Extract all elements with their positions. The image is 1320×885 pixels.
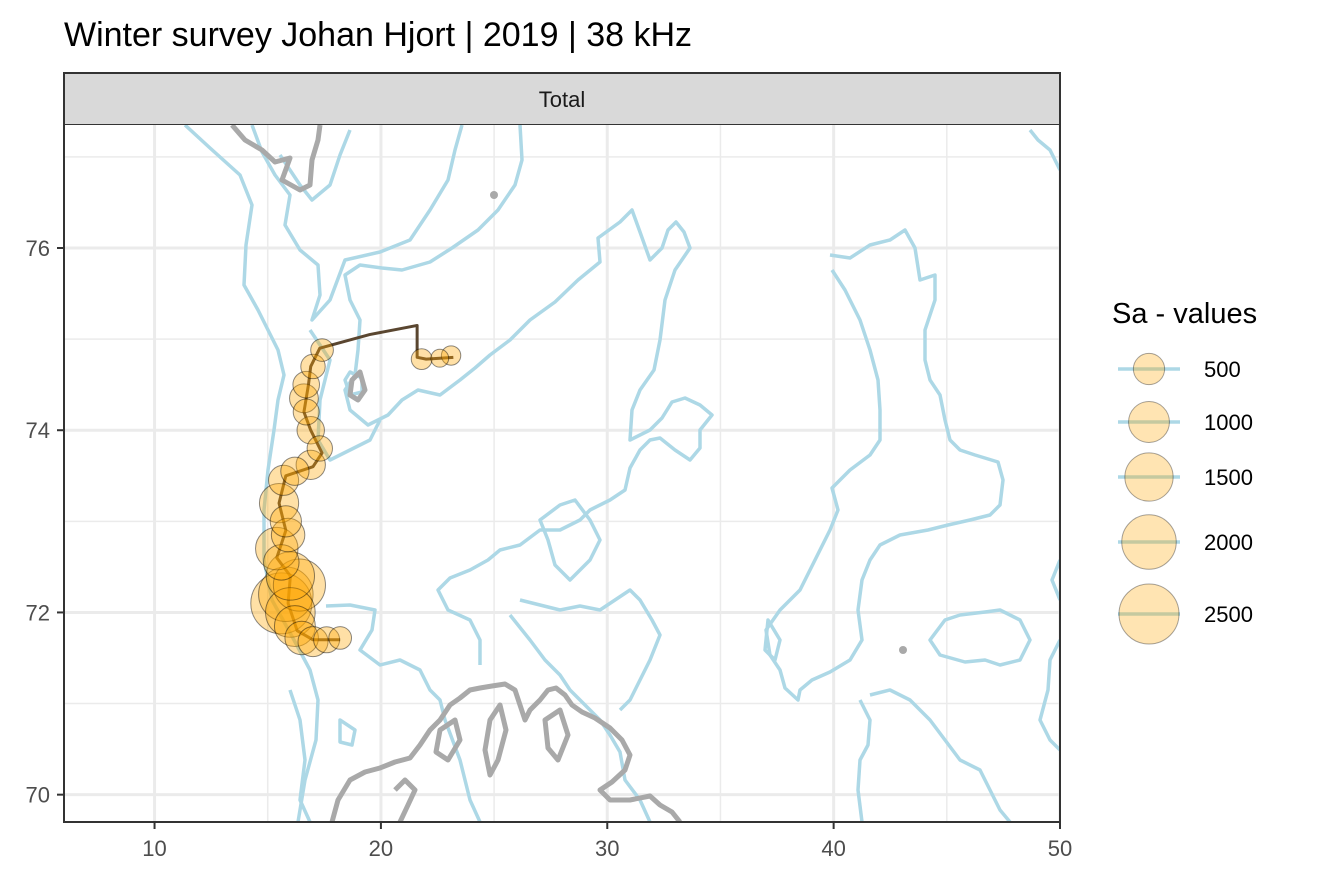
facet-strip: [63, 72, 1061, 126]
map-layer: [183, 125, 1060, 822]
sa-point: [258, 566, 314, 622]
sa-point: [306, 435, 333, 462]
legend-label: 1500: [1204, 465, 1253, 490]
legend-entry: 1000: [1118, 401, 1253, 443]
sa-point: [297, 626, 329, 658]
depth-contour: [183, 125, 320, 822]
sa-point: [265, 551, 316, 601]
y-tick-label: 70: [26, 783, 50, 808]
land-coastline: [347, 369, 368, 403]
legend-label: 2500: [1204, 602, 1253, 627]
y-tick-label: 72: [26, 600, 50, 625]
depth-contour: [519, 588, 662, 712]
land-coastline: [329, 681, 682, 822]
legend-entry: 2000: [1118, 514, 1253, 570]
legend: Sa - values 500 1000 1500 2000 2500: [1112, 298, 1257, 645]
sa-point: [295, 449, 326, 481]
depth-contour: [325, 603, 482, 822]
legend-label: 1000: [1204, 410, 1253, 435]
sa-point: [292, 398, 320, 426]
land-coastline: [230, 125, 323, 193]
y-tick-label: 74: [26, 418, 50, 443]
sa-point: [272, 558, 326, 612]
sa-point: [410, 348, 433, 371]
land-coastline: [542, 707, 571, 763]
sa-point: [250, 572, 313, 635]
facet-strip-label: Total: [539, 87, 585, 112]
grid-layer: [64, 125, 1060, 822]
sa-point: [255, 526, 299, 571]
legend-key-circle: [1124, 452, 1174, 502]
x-tick-label: 20: [369, 836, 393, 861]
sa-point: [263, 544, 300, 581]
legend-entry: 2500: [1118, 583, 1253, 645]
land-coastline: [482, 702, 509, 778]
sa-point: [268, 464, 300, 496]
depth-contour: [308, 329, 382, 462]
x-tick-label: 40: [821, 836, 845, 861]
points-layer: [250, 338, 462, 658]
depth-contour: [1050, 559, 1060, 601]
sa-point: [265, 587, 316, 638]
land-coastline: [433, 717, 463, 763]
sa-point: [328, 626, 353, 650]
legend-key-circle: [1132, 352, 1166, 386]
legend-key-circle: [1121, 514, 1177, 570]
axes-layer: 10 20 30 40 50 70 72 74 76: [26, 236, 1073, 861]
land-islet: [899, 646, 907, 654]
chart-title: Winter survey Johan Hjort | 2019 | 38 kH…: [64, 16, 692, 54]
cruise-track: [275, 323, 454, 642]
sa-point: [440, 345, 462, 366]
legend-key-circle: [1118, 583, 1180, 645]
panel-border: [63, 72, 1061, 823]
sa-point: [292, 370, 321, 399]
depth-contour: [928, 608, 1032, 667]
sa-point: [280, 456, 310, 486]
sa-point: [313, 626, 341, 654]
x-tick-label: 10: [142, 836, 166, 861]
land-islet: [490, 191, 498, 199]
depth-contour: [763, 618, 782, 662]
depth-contour: [764, 228, 1005, 702]
depth-contour: [250, 125, 464, 322]
depth-contour: [856, 699, 872, 822]
legend-label: 2000: [1204, 530, 1253, 555]
sa-point: [430, 348, 450, 368]
depth-contour: [869, 688, 1012, 822]
sa-point: [300, 353, 326, 380]
sa-point: [258, 483, 300, 524]
legend-entry: 1500: [1118, 452, 1253, 502]
sa-point: [289, 383, 319, 414]
sa-point: [284, 620, 319, 656]
legend-label: 500: [1204, 357, 1241, 382]
depth-contour: [288, 689, 312, 822]
sa-point: [310, 338, 334, 362]
y-tick-label: 76: [26, 236, 50, 261]
legend-entries: 500 1000 1500 2000 2500: [1118, 352, 1253, 645]
x-tick-label: 50: [1048, 836, 1072, 861]
depth-contour: [338, 718, 357, 747]
legend-title: Sa - values: [1112, 298, 1257, 330]
sa-point: [273, 605, 316, 648]
depth-contour: [1028, 128, 1060, 171]
land-coastline: [393, 777, 418, 822]
depth-contour: [538, 498, 602, 582]
depth-contour: [278, 129, 352, 202]
legend-entry: 500: [1118, 352, 1241, 386]
sa-point: [269, 505, 302, 538]
sa-point: [296, 415, 325, 445]
legend-key-circle: [1128, 401, 1170, 443]
x-tick-label: 30: [595, 836, 619, 861]
depth-contour: [1038, 639, 1060, 752]
depth-contour: [508, 613, 652, 822]
panel-background: [64, 125, 1060, 822]
sa-point: [270, 517, 306, 553]
